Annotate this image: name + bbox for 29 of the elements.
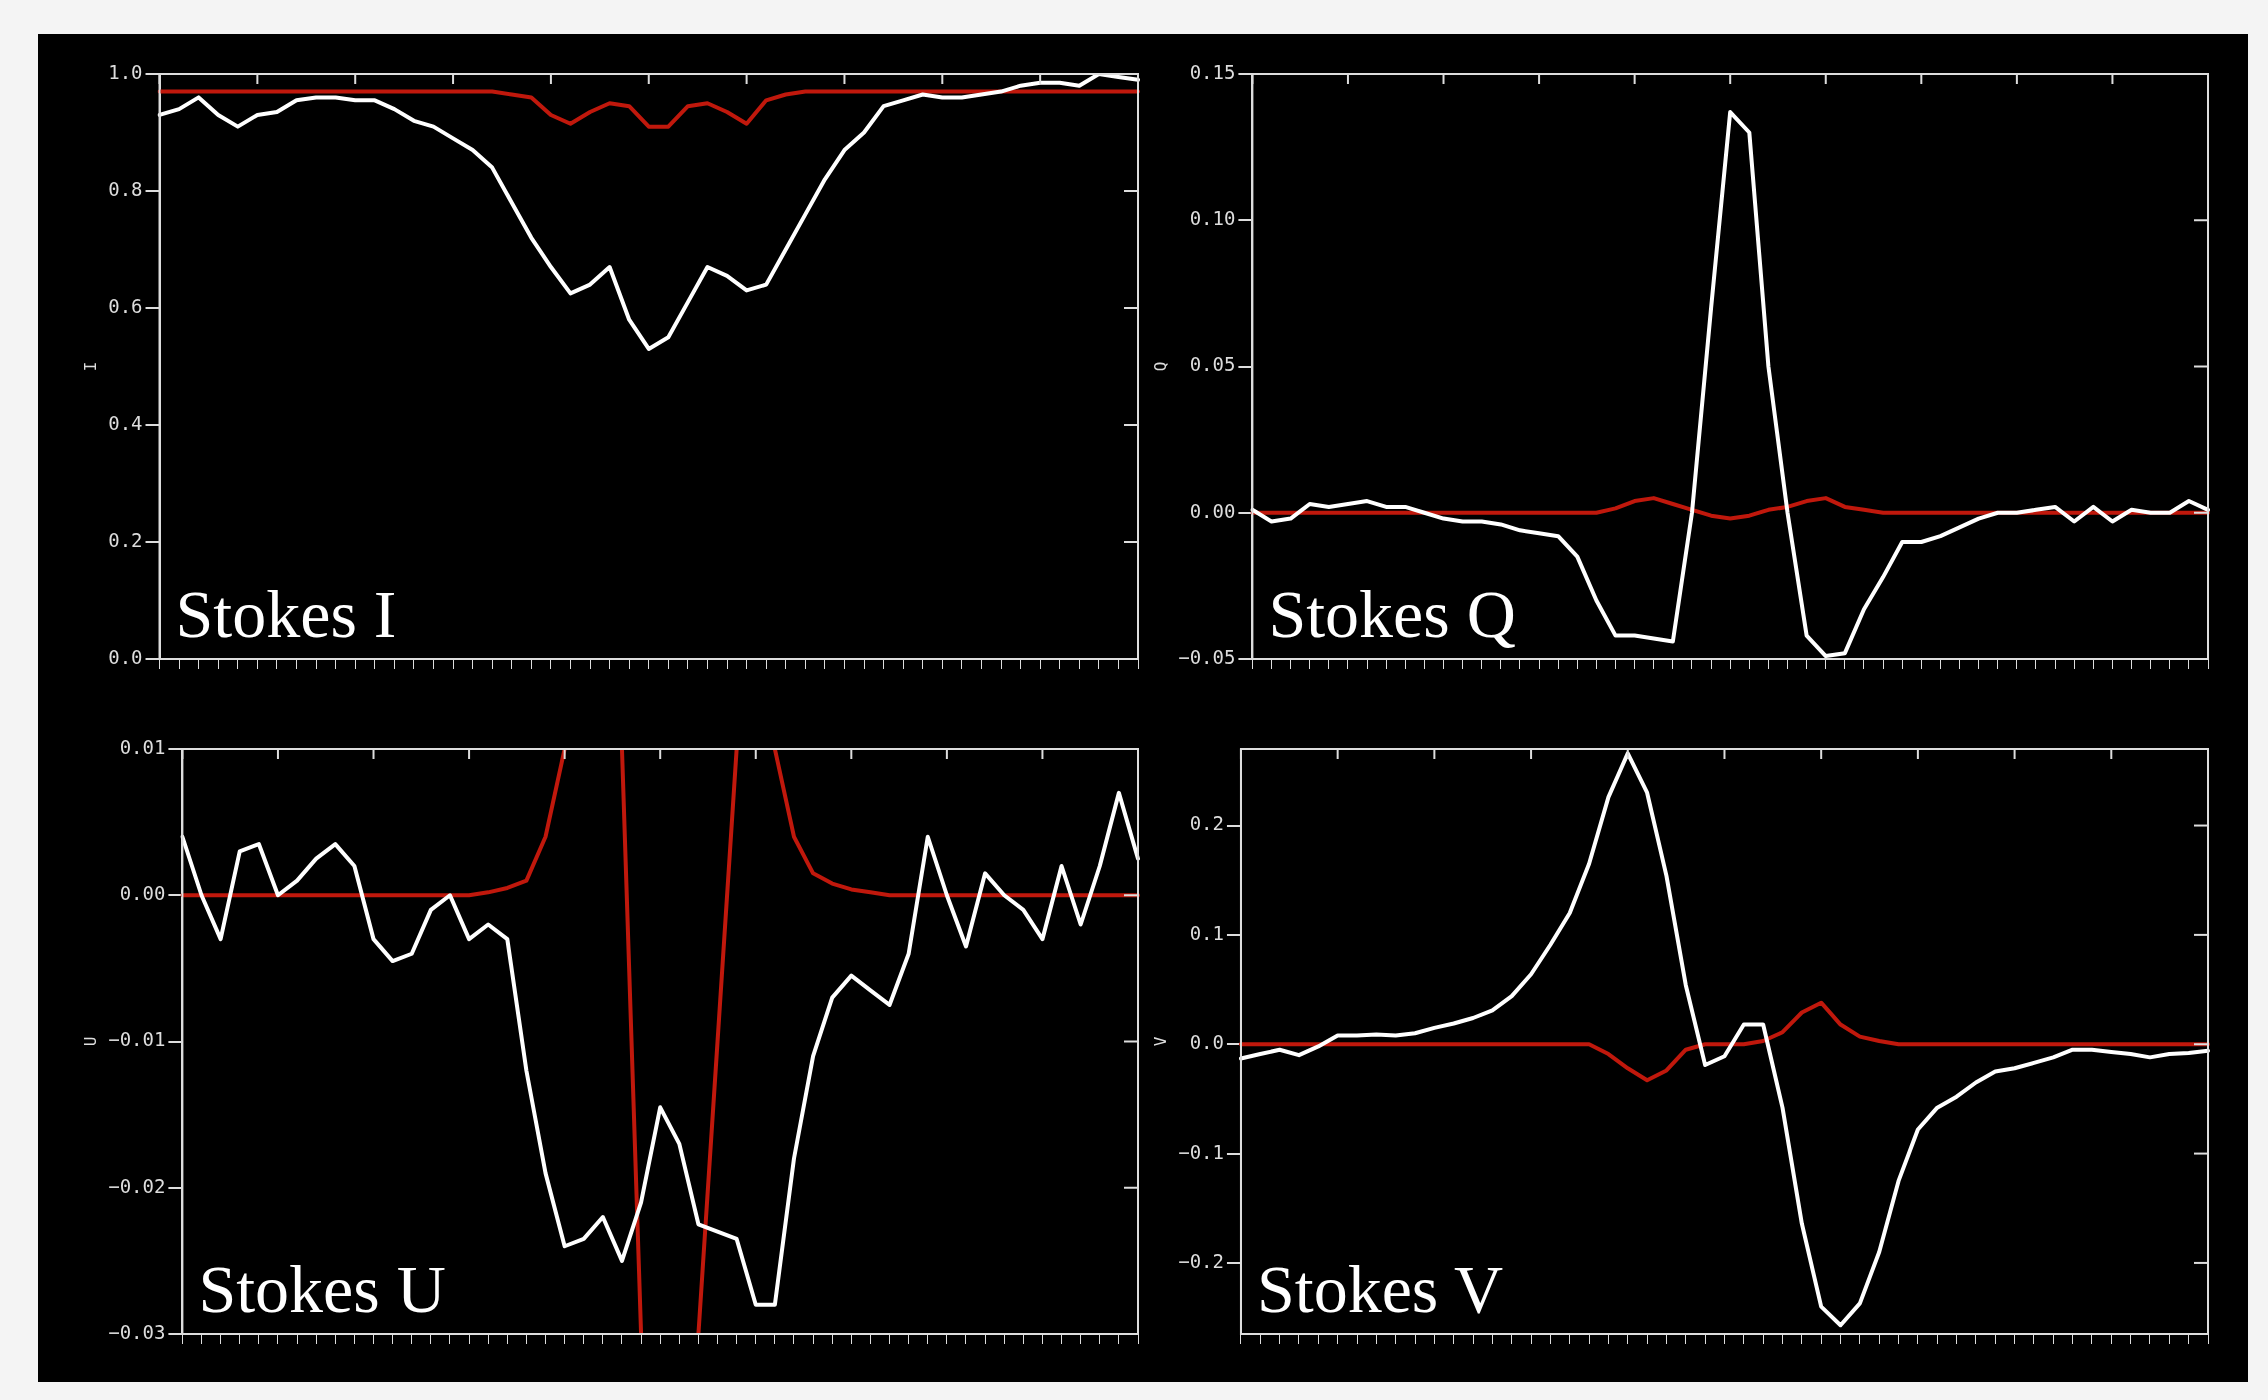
y-tick-label: 0.1 xyxy=(1189,921,1224,944)
y-tick-label: 0.8 xyxy=(108,177,143,200)
y-tick-label: 1.0 xyxy=(108,60,143,83)
y-tick-label: 0.4 xyxy=(108,411,143,434)
annotation: Stokes U xyxy=(198,1250,446,1327)
y-tick-label: 0.05 xyxy=(1189,353,1236,376)
y-tick-label: −0.02 xyxy=(108,1174,166,1197)
y-tick-label: 0.10 xyxy=(1189,207,1236,230)
y-tick-label: 0.00 xyxy=(1189,499,1236,522)
annotation: Stokes I xyxy=(175,575,397,652)
y-tick-label: 0.0 xyxy=(1189,1031,1224,1054)
y-tick-label: 0.00 xyxy=(119,882,166,905)
y-tick-label: −0.1 xyxy=(1178,1140,1224,1163)
y-tick-label: −0.05 xyxy=(1178,645,1236,668)
y-tick-label: 0.6 xyxy=(108,294,143,317)
y-tick-label: −0.03 xyxy=(108,1320,166,1343)
y-axis-title: U xyxy=(80,1036,100,1047)
y-tick-label: 0.2 xyxy=(1189,812,1224,835)
y-tick-label: 0.0 xyxy=(108,645,143,668)
annotation: Stokes Q xyxy=(1268,575,1516,652)
y-tick-label: 0.2 xyxy=(108,528,143,551)
y-tick-label: 0.01 xyxy=(119,735,166,758)
y-axis-title: Q xyxy=(1150,361,1170,372)
y-tick-label: −0.01 xyxy=(108,1028,166,1051)
y-tick-label: 0.15 xyxy=(1189,60,1236,83)
annotation: Stokes V xyxy=(1256,1250,1504,1327)
y-tick-label: −0.2 xyxy=(1178,1249,1224,1272)
y-axis-title: I xyxy=(80,361,100,372)
y-axis-title: V xyxy=(1150,1036,1170,1047)
